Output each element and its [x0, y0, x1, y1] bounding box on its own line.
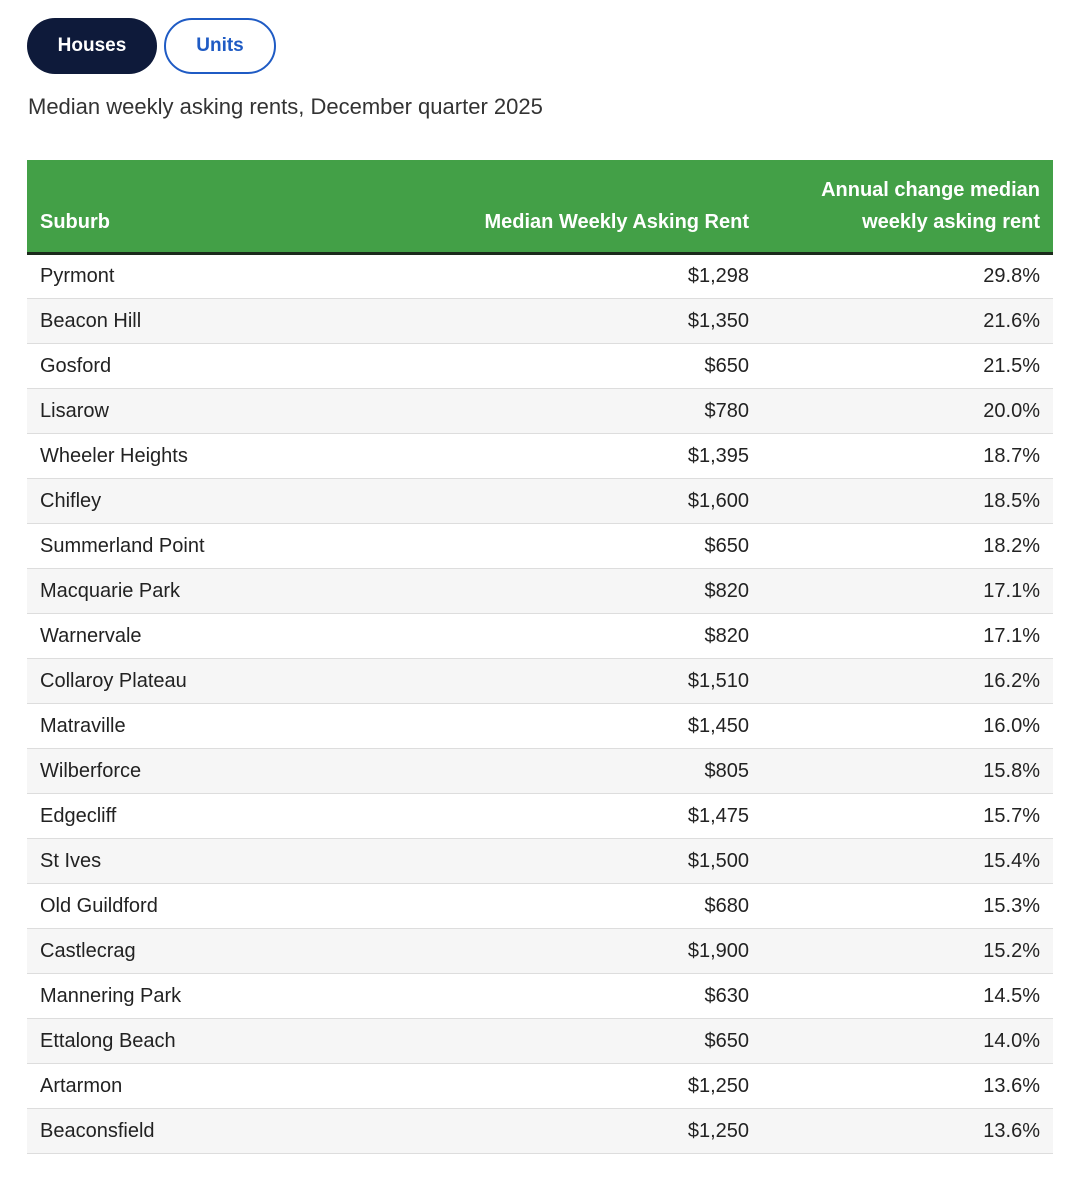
table-cell: $1,395	[443, 433, 762, 479]
table-row: Beacon Hill $1,350 21.6%	[27, 298, 1053, 344]
table-row: Gosford $650 21.5%	[27, 343, 1053, 389]
table-cell: 20.0%	[762, 388, 1053, 434]
table-cell: 18.2%	[762, 523, 1053, 569]
table-cell: Macquarie Park	[27, 568, 443, 614]
table-row: Old Guildford $680 15.3%	[27, 883, 1053, 929]
table-cell: $1,250	[443, 1063, 762, 1109]
table-cell: Wheeler Heights	[27, 433, 443, 479]
table-cell: 13.6%	[762, 1063, 1053, 1109]
table-cell: 14.5%	[762, 973, 1053, 1019]
table-cell: 17.1%	[762, 568, 1053, 614]
table-row: Pyrmont $1,298 29.8%	[27, 253, 1053, 299]
table-cell: Old Guildford	[27, 883, 443, 929]
table-cell: Lisarow	[27, 388, 443, 434]
table-row: Castlecrag $1,900 15.2%	[27, 928, 1053, 974]
table-cell: 15.8%	[762, 748, 1053, 794]
table-cell: $1,500	[443, 838, 762, 884]
table-cell: 16.0%	[762, 703, 1053, 749]
table-cell: Beacon Hill	[27, 298, 443, 344]
table-row: Wheeler Heights $1,395 18.7%	[27, 433, 1053, 479]
table-cell: 21.5%	[762, 343, 1053, 389]
table-head: Suburb Median Weekly Asking Rent Annual …	[27, 160, 1053, 255]
table-cell: 15.2%	[762, 928, 1053, 974]
table-cell: 29.8%	[762, 253, 1053, 299]
rent-table: Suburb Median Weekly Asking Rent Annual …	[27, 160, 1053, 1154]
table-cell: Wilberforce	[27, 748, 443, 794]
table-cell: Gosford	[27, 343, 443, 389]
table-cell: $1,350	[443, 298, 762, 344]
table-cell: $1,450	[443, 703, 762, 749]
table-cell: $1,250	[443, 1108, 762, 1154]
tab-units[interactable]: Units	[164, 18, 276, 74]
table-cell: $650	[443, 523, 762, 569]
table-cell: Chifley	[27, 478, 443, 524]
subtitle: Median weekly asking rents, December qua…	[28, 94, 543, 119]
table-row: St Ives $1,500 15.4%	[27, 838, 1053, 884]
table-cell: 18.7%	[762, 433, 1053, 479]
table-cell: Pyrmont	[27, 253, 443, 299]
table-cell: 15.4%	[762, 838, 1053, 884]
header-cell: Median Weekly Asking Rent	[443, 160, 762, 255]
table-cell: $680	[443, 883, 762, 929]
table-row: Artarmon $1,250 13.6%	[27, 1063, 1053, 1109]
table-cell: 21.6%	[762, 298, 1053, 344]
table-cell: Summerland Point	[27, 523, 443, 569]
table-body: Pyrmont $1,298 29.8% Beacon Hill $1,350 21.6%…	[27, 253, 1053, 1154]
table-cell: $1,900	[443, 928, 762, 974]
table-cell: 18.5%	[762, 478, 1053, 524]
table-cell: 13.6%	[762, 1108, 1053, 1154]
header-row: Suburb Median Weekly Asking Rent Annual …	[27, 160, 1053, 255]
table-cell: 14.0%	[762, 1018, 1053, 1064]
header-cell: Annual change median weekly asking rent	[762, 160, 1053, 255]
table-row: Beaconsfield $1,250 13.6%	[27, 1108, 1053, 1154]
table-cell: $820	[443, 613, 762, 659]
table-cell: $650	[443, 1018, 762, 1064]
table-cell: 17.1%	[762, 613, 1053, 659]
table-row: Matraville $1,450 16.0%	[27, 703, 1053, 749]
table-cell: Warnervale	[27, 613, 443, 659]
table-cell: $1,600	[443, 478, 762, 524]
table-cell: Ettalong Beach	[27, 1018, 443, 1064]
table-cell: 15.3%	[762, 883, 1053, 929]
tab-group: Houses Units	[27, 18, 276, 74]
table-cell: 15.7%	[762, 793, 1053, 839]
table-row: Ettalong Beach $650 14.0%	[27, 1018, 1053, 1064]
table-row: Mannering Park $630 14.5%	[27, 973, 1053, 1019]
table-cell: Mannering Park	[27, 973, 443, 1019]
table-cell: $780	[443, 388, 762, 434]
table-cell: Collaroy Plateau	[27, 658, 443, 704]
table-row: Summerland Point $650 18.2%	[27, 523, 1053, 569]
header-cell: Suburb	[27, 160, 443, 255]
table-cell: Castlecrag	[27, 928, 443, 974]
table-row: Edgecliff $1,475 15.7%	[27, 793, 1053, 839]
table-row: Chifley $1,600 18.5%	[27, 478, 1053, 524]
table-cell: $1,475	[443, 793, 762, 839]
table-cell: Beaconsfield	[27, 1108, 443, 1154]
table-cell: $630	[443, 973, 762, 1019]
table-cell: $1,298	[443, 253, 762, 299]
table-cell: $1,510	[443, 658, 762, 704]
table-cell: $805	[443, 748, 762, 794]
table-cell: 16.2%	[762, 658, 1053, 704]
table-row: Macquarie Park $820 17.1%	[27, 568, 1053, 614]
table-cell: St Ives	[27, 838, 443, 884]
table-cell: $820	[443, 568, 762, 614]
table-row: Wilberforce $805 15.8%	[27, 748, 1053, 794]
table-row: Collaroy Plateau $1,510 16.2%	[27, 658, 1053, 704]
table-cell: Matraville	[27, 703, 443, 749]
table-cell: Artarmon	[27, 1063, 443, 1109]
table-row: Warnervale $820 17.1%	[27, 613, 1053, 659]
table-row: Lisarow $780 20.0%	[27, 388, 1053, 434]
table-cell: $650	[443, 343, 762, 389]
table-cell: Edgecliff	[27, 793, 443, 839]
tab-houses[interactable]: Houses	[27, 18, 157, 74]
